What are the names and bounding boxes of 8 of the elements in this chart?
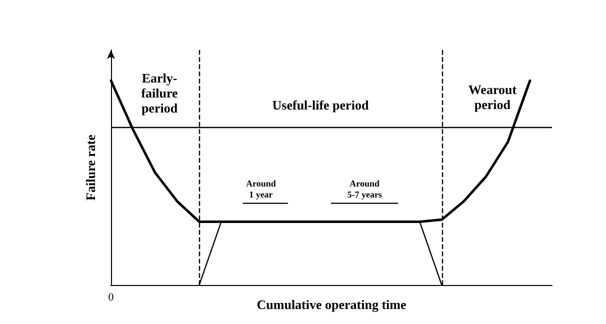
y-axis-title: Failure rate xyxy=(83,134,98,200)
annotation: Around 1 year xyxy=(246,178,276,200)
annotation: Useful-life period xyxy=(272,98,370,113)
annotation: Around 5-7 years xyxy=(347,178,382,200)
x-axis-title: Cumulative operating time xyxy=(256,297,406,312)
annotation: Early- failure period xyxy=(141,70,178,116)
annotation: Wearout period xyxy=(468,82,518,112)
text: 0 xyxy=(108,291,114,304)
